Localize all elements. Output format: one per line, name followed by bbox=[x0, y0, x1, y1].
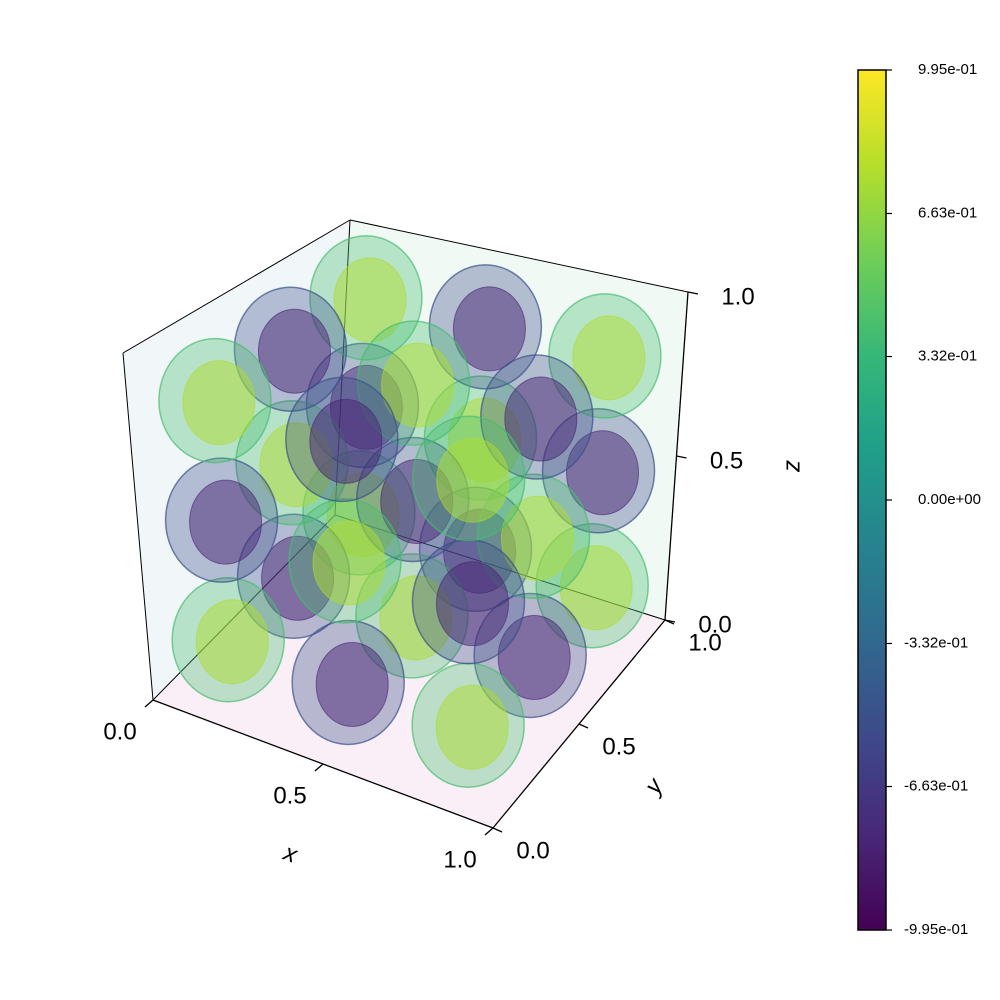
isosurface bbox=[497, 614, 571, 700]
tick-label: 0.5 bbox=[602, 733, 635, 760]
colorbar-tick-label: -6.63e-01 bbox=[904, 777, 968, 794]
tick-mark bbox=[492, 827, 503, 833]
tick-label: 1.0 bbox=[443, 846, 476, 873]
isosurface bbox=[504, 376, 578, 462]
isosurface bbox=[559, 545, 633, 631]
tick-label: 0.5 bbox=[273, 782, 306, 809]
tick-mark bbox=[144, 699, 154, 708]
tick-mark bbox=[676, 455, 687, 459]
box-edge bbox=[349, 219, 689, 293]
isosurface bbox=[566, 430, 640, 516]
isosurface bbox=[501, 495, 574, 581]
box-edge bbox=[122, 219, 351, 354]
tick-label: 0.0 bbox=[698, 611, 731, 638]
isosurface bbox=[309, 398, 383, 484]
scene: 0.00.51.0 0.00.51.00.00.51.0xyz-9.95e-01-… bbox=[103, 61, 981, 938]
isosurface bbox=[435, 561, 509, 647]
axis-label: x bbox=[279, 839, 301, 869]
isosurface bbox=[189, 479, 263, 565]
tick-mark bbox=[687, 291, 699, 295]
tick-mark bbox=[484, 827, 494, 836]
tick-label: 1.0 bbox=[721, 283, 754, 310]
colorbar-tick-label: 0.00e+00 bbox=[918, 491, 981, 508]
isosurface bbox=[436, 437, 510, 523]
isosurface bbox=[182, 360, 256, 446]
tick-mark bbox=[664, 619, 676, 623]
isosurface bbox=[435, 684, 509, 770]
isosurface bbox=[195, 599, 269, 685]
tick-mark bbox=[314, 763, 324, 772]
colorbar-tick-label: -3.32e-01 bbox=[904, 634, 968, 651]
axis-label: y bbox=[638, 772, 669, 801]
isosurface bbox=[381, 342, 455, 428]
tick-label: 0.0 bbox=[103, 718, 136, 745]
colorbar-tick-label: 6.63e-01 bbox=[918, 204, 977, 221]
tick-label: 0.0 bbox=[516, 837, 549, 864]
colorbar-tick-label: 3.32e-01 bbox=[918, 347, 977, 364]
isosurface bbox=[312, 520, 386, 606]
isosurface bbox=[333, 257, 407, 343]
tick-label: 0.5 bbox=[710, 447, 743, 474]
axis-label: z bbox=[778, 460, 805, 473]
colorbar-tick-label: -9.95e-01 bbox=[904, 921, 968, 938]
colorbar bbox=[857, 69, 887, 931]
isosurface bbox=[257, 308, 331, 394]
isosurface bbox=[315, 641, 389, 727]
box-edge bbox=[122, 352, 154, 701]
isosurface bbox=[452, 286, 526, 372]
tick-label: 1.0 bbox=[688, 629, 721, 656]
tick-mark bbox=[578, 723, 589, 729]
colorbar-tick-label: 9.95e-01 bbox=[918, 61, 977, 78]
isosurface bbox=[572, 315, 646, 401]
